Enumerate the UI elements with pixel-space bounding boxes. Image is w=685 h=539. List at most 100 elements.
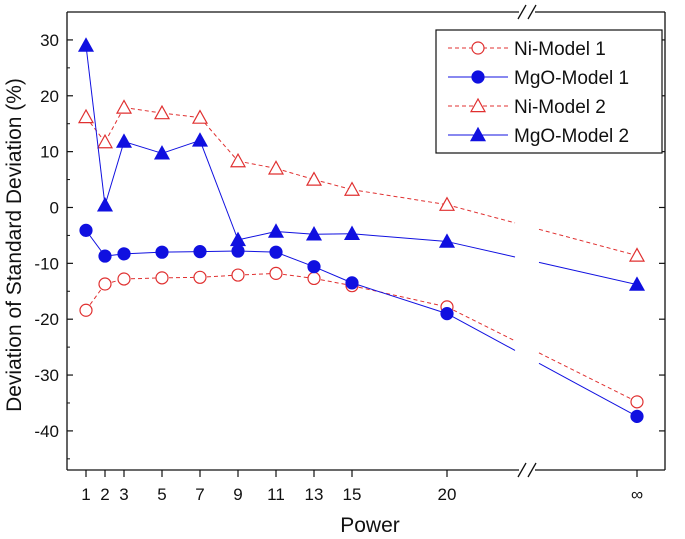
y-tick-label: 10	[40, 143, 59, 162]
y-tick-label: -30	[34, 366, 59, 385]
mgo-model-2-point	[305, 226, 323, 241]
ni-model-2-point	[115, 99, 133, 114]
legend-ni-model-2-label: Ni-Model 2	[514, 97, 606, 118]
mgo-model-2-line	[351, 233, 448, 243]
mgo-model-2-line	[538, 261, 638, 286]
x-tick-label: 15	[343, 485, 362, 504]
x-tick-label: 7	[195, 485, 204, 504]
ni-model-2-point	[438, 196, 456, 211]
mgo-model-2-line	[161, 139, 201, 154]
mgo-model-1-point	[630, 409, 644, 423]
axis-break-gap	[519, 9, 535, 15]
ni-model-2-point	[77, 108, 95, 124]
ni-model-1-point	[98, 277, 112, 291]
mgo-model-2-point	[628, 276, 646, 291]
ni-model-1-point	[155, 271, 169, 285]
mgo-model-1-line	[351, 282, 448, 315]
axis-break-mark	[517, 462, 527, 478]
y-tick-label: -10	[34, 254, 59, 273]
y-axis-title: Deviation of Standard Deviation (%)	[3, 78, 26, 412]
mgo-model-2-line	[199, 140, 239, 241]
mgo-model-1-line	[538, 362, 638, 417]
x-tick-label: 3	[119, 485, 128, 504]
mgo-model-2-point	[153, 145, 171, 160]
ni-model-1-point	[307, 271, 321, 286]
legend-mgo-model-2-point	[469, 126, 487, 142]
ni-model-1-point	[117, 272, 131, 286]
x-axis-title: Power	[340, 514, 400, 537]
y-tick-label: 20	[40, 87, 59, 106]
ni-model-1-point	[79, 303, 93, 317]
x-tick-label: 2	[100, 485, 109, 504]
ni-model-2-point	[343, 181, 361, 196]
ni-model-1-line	[446, 306, 516, 342]
axes-layer: 30 20 10 0 -10 -20 -30 -40 1 2 3 5 7 9 11 13 15 20 ∞	[34, 4, 666, 504]
ni-model-2-point	[305, 171, 323, 186]
ni-model-1-point	[269, 266, 283, 280]
x-tick-label: 5	[157, 485, 166, 504]
mgo-model-1-point	[98, 249, 112, 263]
mgo-model-2-line	[446, 241, 516, 258]
y-tick-label: 0	[50, 198, 59, 217]
mgo-model-1-point	[307, 260, 321, 274]
axis-break-mark	[517, 4, 527, 20]
mgo-model-1-line	[313, 266, 353, 284]
x-tick-label: 13	[305, 485, 324, 504]
mgo-model-2-line	[275, 231, 315, 235]
ni-model-1-line	[351, 285, 448, 308]
ni-model-1-series	[79, 266, 644, 409]
mgo-model-1-point	[440, 307, 454, 321]
y-tick-label: -40	[34, 422, 59, 441]
mgo-model-2-point	[438, 233, 456, 248]
mgo-model-2-line	[237, 231, 277, 241]
y-tick-label: -20	[34, 310, 59, 329]
mgo-model-1-series	[79, 223, 644, 423]
mgo-model-2-line	[313, 233, 353, 235]
legend-mgo-model-1-label: MgO-Model 1	[514, 68, 629, 89]
ni-model-2-point	[267, 160, 285, 175]
mgo-model-1-line	[446, 313, 516, 351]
x-tick-label: 11	[267, 485, 285, 504]
axis-break-mark	[527, 462, 537, 478]
x-tick-label: ∞	[631, 485, 643, 504]
mgo-model-1-point	[231, 244, 245, 258]
ni-model-1-line	[85, 283, 106, 311]
mgo-model-2-point	[191, 132, 209, 147]
ni-model-2-point	[96, 133, 114, 149]
mgo-model-2-line	[104, 141, 125, 206]
mgo-model-1-line	[275, 251, 315, 268]
mgo-model-2-point	[229, 231, 247, 247]
ni-model-2-series	[77, 99, 646, 262]
ni-model-2-line	[161, 112, 201, 119]
legend: Ni-Model 1 MgO-Model 1 Ni-Model 2 MgO-Model…	[435, 29, 663, 154]
legend-ni-model-1-point	[471, 41, 485, 55]
axis-break-gap	[519, 467, 535, 473]
mgo-model-2-line	[123, 141, 163, 154]
ni-model-2-point	[191, 109, 209, 124]
axis-break-mark	[527, 4, 537, 20]
mgo-model-2-point	[96, 197, 114, 212]
mgo-model-1-point	[117, 247, 131, 261]
ni-model-2-line	[351, 189, 448, 206]
ni-model-2-point	[229, 152, 247, 168]
ni-model-2-line	[199, 117, 239, 162]
mgo-model-1-point	[193, 245, 207, 259]
mgo-model-2-line	[85, 45, 106, 206]
mgo-model-2-point	[343, 225, 361, 240]
series-layer	[77, 37, 646, 423]
ni-model-1-point	[231, 268, 245, 282]
x-tick-label: 1	[81, 485, 90, 504]
x-tick-label: 20	[438, 485, 457, 504]
ni-model-2-line	[446, 204, 516, 224]
ni-model-2-line	[538, 228, 638, 257]
x-tick-label: 9	[233, 485, 242, 504]
mgo-model-1-point	[155, 245, 169, 259]
mgo-model-2-point	[115, 133, 133, 148]
ni-model-1-point	[193, 270, 207, 284]
mgo-model-2-point	[267, 223, 285, 238]
mgo-model-2-point	[77, 37, 95, 52]
legend-mgo-model-1-point	[471, 70, 485, 84]
ni-model-1-line	[538, 352, 638, 403]
ni-model-2-point	[628, 247, 646, 262]
y-tick-label: 30	[40, 31, 59, 50]
